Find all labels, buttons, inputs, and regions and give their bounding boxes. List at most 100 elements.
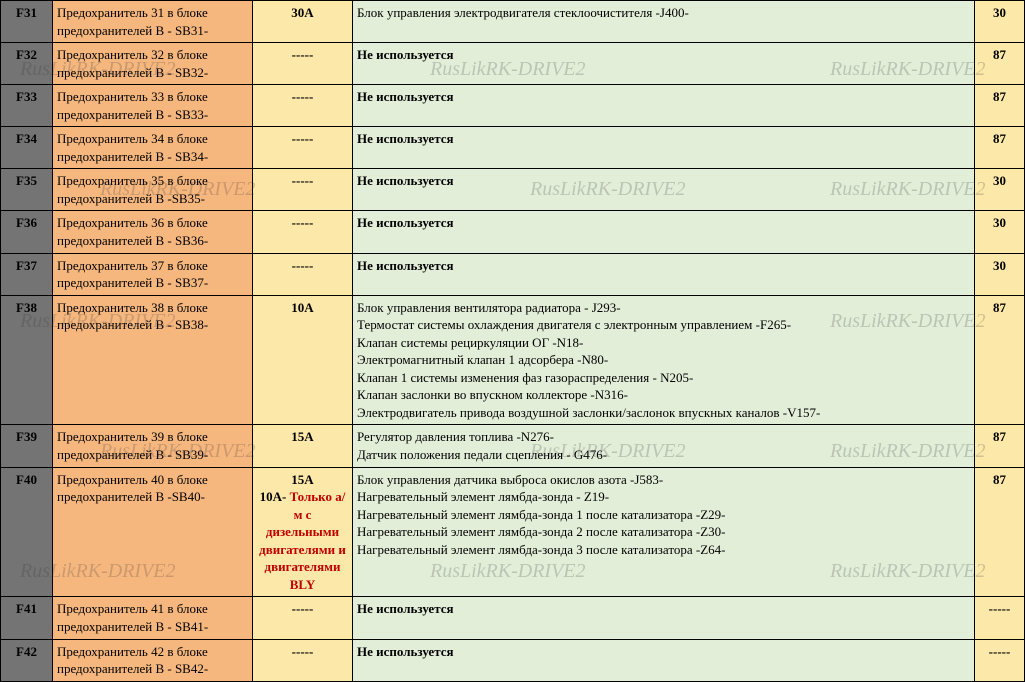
fuse-amp-note-prefix: 10А- — [260, 489, 290, 504]
fuse-terminal-cell: 87 — [975, 127, 1025, 169]
fuse-name-cell: Предохранитель 36 в блоке предохранителе… — [53, 211, 253, 253]
fuse-desc-line: Блок управления датчика выброса окислов … — [357, 471, 970, 489]
fuse-desc-cell: Регулятор давления топлива -N276-Датчик … — [353, 425, 975, 467]
fuse-amp-cell: 30А — [253, 1, 353, 43]
fuse-desc-line: Электродвигатель привода воздушной засло… — [357, 404, 970, 422]
fuse-amp-value: ----- — [257, 600, 348, 618]
fuse-desc-cell: Блок управления вентилятора радиатора - … — [353, 295, 975, 425]
table-row: F40Предохранитель 40 в блоке предохранит… — [1, 467, 1025, 597]
fuse-name-cell: Предохранитель 41 в блоке предохранителе… — [53, 597, 253, 639]
fuse-desc-line: Датчик положения педали сцепления - G476… — [357, 446, 970, 464]
fuse-name-cell: Предохранитель 33 в блоке предохранителе… — [53, 85, 253, 127]
fuse-desc-line: Блок управления вентилятора радиатора - … — [357, 299, 970, 317]
fuse-amp-cell: ----- — [253, 597, 353, 639]
table-row: F32Предохранитель 32 в блоке предохранит… — [1, 43, 1025, 85]
table-row: F31Предохранитель 31 в блоке предохранит… — [1, 1, 1025, 43]
fuse-name-cell: Предохранитель 40 в блоке предохранителе… — [53, 467, 253, 597]
fuse-id-cell: F34 — [1, 127, 53, 169]
fuse-desc-line: Клапан 1 системы изменения фаз газораспр… — [357, 369, 970, 387]
table-row: F34Предохранитель 34 в блоке предохранит… — [1, 127, 1025, 169]
fuse-desc-cell: Не используется — [353, 597, 975, 639]
fuse-id-cell: F33 — [1, 85, 53, 127]
fuse-name-cell: Предохранитель 37 в блоке предохранителе… — [53, 253, 253, 295]
fuse-terminal-cell: 87 — [975, 467, 1025, 597]
fuse-desc-cell: Не используется — [353, 85, 975, 127]
fuse-desc-line: Не используется — [357, 214, 970, 232]
fuse-amp-note: 10А- Только а/м с дизельными двигателями… — [257, 488, 348, 593]
fuse-desc-line: Не используется — [357, 643, 970, 661]
fuse-amp-cell: ----- — [253, 169, 353, 211]
fuse-id-cell: F36 — [1, 211, 53, 253]
fuse-amp-cell: ----- — [253, 639, 353, 681]
fuse-amp-cell: ----- — [253, 253, 353, 295]
fuse-name-cell: Предохранитель 39 в блоке предохранителе… — [53, 425, 253, 467]
table-row: F38Предохранитель 38 в блоке предохранит… — [1, 295, 1025, 425]
table-row: F35Предохранитель 35 в блоке предохранит… — [1, 169, 1025, 211]
fuse-terminal-cell: 87 — [975, 43, 1025, 85]
fuse-amp-value: 15А — [257, 428, 348, 446]
table-row: F33Предохранитель 33 в блоке предохранит… — [1, 85, 1025, 127]
fuse-name-cell: Предохранитель 34 в блоке предохранителе… — [53, 127, 253, 169]
fuse-terminal-cell: 30 — [975, 211, 1025, 253]
fuse-amp-value: ----- — [257, 130, 348, 148]
fuse-desc-cell: Не используется — [353, 253, 975, 295]
fuse-id-cell: F40 — [1, 467, 53, 597]
fuse-desc-line: Блок управления электродвигателя стеклоо… — [357, 4, 970, 22]
fuse-desc-line: Не используется — [357, 172, 970, 190]
fuse-terminal-cell: 30 — [975, 253, 1025, 295]
fuse-desc-line: Не используется — [357, 600, 970, 618]
fuse-amp-value: ----- — [257, 172, 348, 190]
fuse-name-cell: Предохранитель 35 в блоке предохранителе… — [53, 169, 253, 211]
fuse-desc-line: Нагревательный элемент лямбда-зонда 1 по… — [357, 506, 970, 524]
fuse-id-cell: F39 — [1, 425, 53, 467]
fuse-desc-line: Нагревательный элемент лямбда-зонда 3 по… — [357, 541, 970, 559]
fuse-desc-cell: Не используется — [353, 43, 975, 85]
table-row: F37Предохранитель 37 в блоке предохранит… — [1, 253, 1025, 295]
fuse-id-cell: F42 — [1, 639, 53, 681]
fuse-id-cell: F41 — [1, 597, 53, 639]
fuse-id-cell: F31 — [1, 1, 53, 43]
fuse-desc-line: Нагревательный элемент лямбда-зонда - Z1… — [357, 488, 970, 506]
fuse-terminal-cell: 30 — [975, 169, 1025, 211]
fuse-amp-value: 15А — [257, 471, 348, 489]
fuse-amp-cell: 10А — [253, 295, 353, 425]
fuse-desc-line: Электромагнитный клапан 1 адсорбера -N80… — [357, 351, 970, 369]
fuse-amp-cell: ----- — [253, 127, 353, 169]
fuse-amp-value: 10А — [257, 299, 348, 317]
fuse-amp-value: ----- — [257, 643, 348, 661]
fuse-terminal-cell: ----- — [975, 597, 1025, 639]
fuse-amp-note-text: Только а/м с дизельными двигателями и дв… — [259, 489, 346, 592]
fuse-desc-cell: Не используется — [353, 169, 975, 211]
fuse-desc-line: Не используется — [357, 88, 970, 106]
fuse-terminal-cell: 30 — [975, 1, 1025, 43]
fuse-terminal-cell: 87 — [975, 425, 1025, 467]
fuse-id-cell: F35 — [1, 169, 53, 211]
fuse-amp-cell: 15А — [253, 425, 353, 467]
fuse-desc-line: Клапан заслонки во впускном коллекторе -… — [357, 386, 970, 404]
fuse-desc-cell: Не используется — [353, 127, 975, 169]
fuse-table: F31Предохранитель 31 в блоке предохранит… — [0, 0, 1025, 682]
fuse-terminal-cell: 87 — [975, 295, 1025, 425]
fuse-name-cell: Предохранитель 32 в блоке предохранителе… — [53, 43, 253, 85]
fuse-id-cell: F37 — [1, 253, 53, 295]
fuse-desc-line: Не используется — [357, 257, 970, 275]
fuse-desc-cell: Блок управления датчика выброса окислов … — [353, 467, 975, 597]
fuse-terminal-cell: 87 — [975, 85, 1025, 127]
fuse-amp-value: ----- — [257, 257, 348, 275]
fuse-terminal-cell: ----- — [975, 639, 1025, 681]
fuse-amp-value: 30А — [257, 4, 348, 22]
table-row: F41Предохранитель 41 в блоке предохранит… — [1, 597, 1025, 639]
fuse-desc-line: Не используется — [357, 130, 970, 148]
fuse-desc-line: Клапан системы рециркуляции ОГ -N18- — [357, 334, 970, 352]
fuse-desc-cell: Блок управления электродвигателя стеклоо… — [353, 1, 975, 43]
fuse-desc-line: Не используется — [357, 46, 970, 64]
fuse-name-cell: Предохранитель 38 в блоке предохранителе… — [53, 295, 253, 425]
fuse-name-cell: Предохранитель 42 в блоке предохранителе… — [53, 639, 253, 681]
table-row: F36Предохранитель 36 в блоке предохранит… — [1, 211, 1025, 253]
fuse-amp-value: ----- — [257, 214, 348, 232]
table-row: F39Предохранитель 39 в блоке предохранит… — [1, 425, 1025, 467]
fuse-amp-value: ----- — [257, 46, 348, 64]
fuse-id-cell: F38 — [1, 295, 53, 425]
fuse-table-body: F31Предохранитель 31 в блоке предохранит… — [1, 1, 1025, 682]
fuse-amp-cell: ----- — [253, 211, 353, 253]
